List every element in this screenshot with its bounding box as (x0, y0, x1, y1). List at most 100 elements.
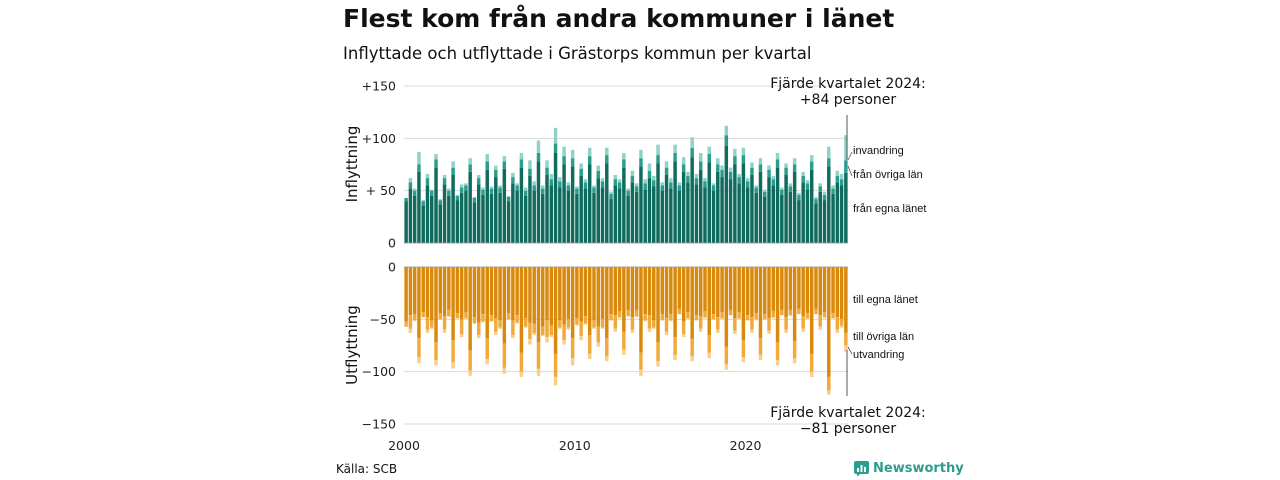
bar-ut-1 (801, 267, 805, 317)
bar-ut-1 (592, 267, 596, 321)
bar-ut-1 (583, 267, 588, 317)
bar-ut-1 (844, 267, 848, 333)
bar-ut-3 (545, 337, 549, 343)
bar-in-1 (502, 168, 507, 243)
bar-ut-3 (639, 369, 643, 376)
bar-ut-2 (541, 326, 545, 336)
bar-ut-3 (549, 335, 554, 338)
bar-in-2 (677, 185, 682, 191)
bar-ut-2 (660, 314, 665, 321)
bar-in-2 (451, 167, 455, 175)
bar-in-1 (408, 188, 413, 243)
bar-in-2 (686, 176, 690, 183)
bar-ut-2 (587, 335, 592, 354)
bar-ut-1 (485, 267, 489, 339)
series-label-connector (847, 346, 853, 355)
bar-in-1 (724, 145, 729, 243)
bar-ut-3 (835, 329, 840, 333)
bar-in-1 (583, 188, 588, 243)
bar-in-2 (489, 188, 494, 194)
bar-in-1 (831, 193, 835, 243)
bar-ut-2 (464, 312, 468, 319)
bar-ut-1 (797, 267, 801, 309)
bar-ut-2 (558, 320, 562, 328)
bar-in-3 (835, 170, 840, 177)
bar-ut-2 (681, 321, 686, 334)
bar-in-2 (545, 167, 549, 175)
bar-ut-3 (681, 333, 686, 338)
bar-in-2 (831, 188, 835, 194)
bar-in-1 (656, 163, 660, 243)
bar-ut-2 (844, 332, 848, 346)
bar-ut-2 (459, 319, 464, 334)
bar-in-2 (506, 196, 511, 202)
bar-in-1 (758, 171, 763, 243)
bar-in-1 (613, 185, 618, 243)
bar-in-3 (494, 165, 498, 170)
bar-in-3 (797, 192, 801, 195)
bar-ut-2 (528, 322, 532, 340)
bar-ut-2 (583, 316, 588, 324)
bar-in-3 (592, 185, 596, 188)
bar-ut-2 (430, 320, 434, 328)
bar-in-1 (459, 192, 464, 243)
bar-ut-2 (703, 310, 707, 318)
bar-ut-2 (472, 317, 477, 324)
bar-ut-1 (549, 267, 554, 326)
bar-in-1 (814, 203, 818, 243)
bar-ut-2 (737, 312, 741, 319)
bar-in-2 (472, 197, 477, 203)
bar-ut-3 (673, 354, 677, 361)
bar-ut-2 (630, 317, 635, 330)
bar-in-2 (553, 143, 558, 153)
bar-ut-1 (643, 267, 647, 315)
bar-ut-2 (818, 315, 822, 327)
bar-ut-2 (720, 312, 724, 319)
bar-ut-2 (686, 312, 690, 319)
bar-ut-3 (801, 328, 805, 332)
bar-in-1 (698, 169, 703, 243)
series-label: från egna länet (853, 203, 926, 215)
bar-in-1 (523, 195, 528, 243)
bar-in-1 (741, 163, 746, 243)
bar-ut-3 (809, 371, 814, 377)
bar-in-2 (733, 156, 737, 165)
bar-ut-2 (609, 314, 613, 321)
y-tick-label: 0 (388, 260, 396, 275)
bar-ut-3 (528, 339, 532, 345)
bar-in-3 (519, 152, 524, 160)
bar-ut-1 (609, 267, 613, 315)
bar-in-3 (639, 149, 643, 159)
bar-ut-1 (464, 267, 468, 313)
bar-ut-1 (570, 267, 575, 339)
bar-ut-1 (698, 267, 703, 317)
series-label: utvandring (853, 349, 904, 361)
bar-in-1 (481, 194, 485, 243)
bar-in-3 (541, 185, 545, 189)
bar-in-2 (605, 155, 609, 164)
bar-in-2 (600, 181, 605, 188)
bar-ut-1 (741, 267, 746, 341)
bar-in-2 (404, 197, 408, 202)
bar-ut-1 (438, 267, 443, 314)
bar-in-1 (600, 187, 605, 243)
bar-in-1 (763, 196, 767, 243)
bar-ut-2 (780, 309, 784, 316)
bar-in-1 (421, 205, 425, 243)
bar-ut-3 (481, 321, 485, 323)
bar-ut-3 (536, 368, 541, 376)
bar-ut-2 (669, 314, 673, 321)
bar-ut-3 (805, 318, 810, 320)
bar-in-1 (605, 163, 609, 243)
bar-in-2 (575, 188, 579, 194)
bar-ut-1 (767, 267, 771, 319)
bar-ut-3 (451, 362, 455, 369)
bar-ut-1 (754, 267, 758, 314)
bar-in-1 (716, 171, 720, 243)
bar-ut-1 (558, 267, 562, 321)
bar-in-3 (408, 178, 413, 183)
bar-ut-1 (447, 267, 451, 310)
bar-ut-3 (553, 376, 558, 386)
bar-in-1 (566, 190, 571, 243)
bar-ut-3 (703, 317, 707, 319)
